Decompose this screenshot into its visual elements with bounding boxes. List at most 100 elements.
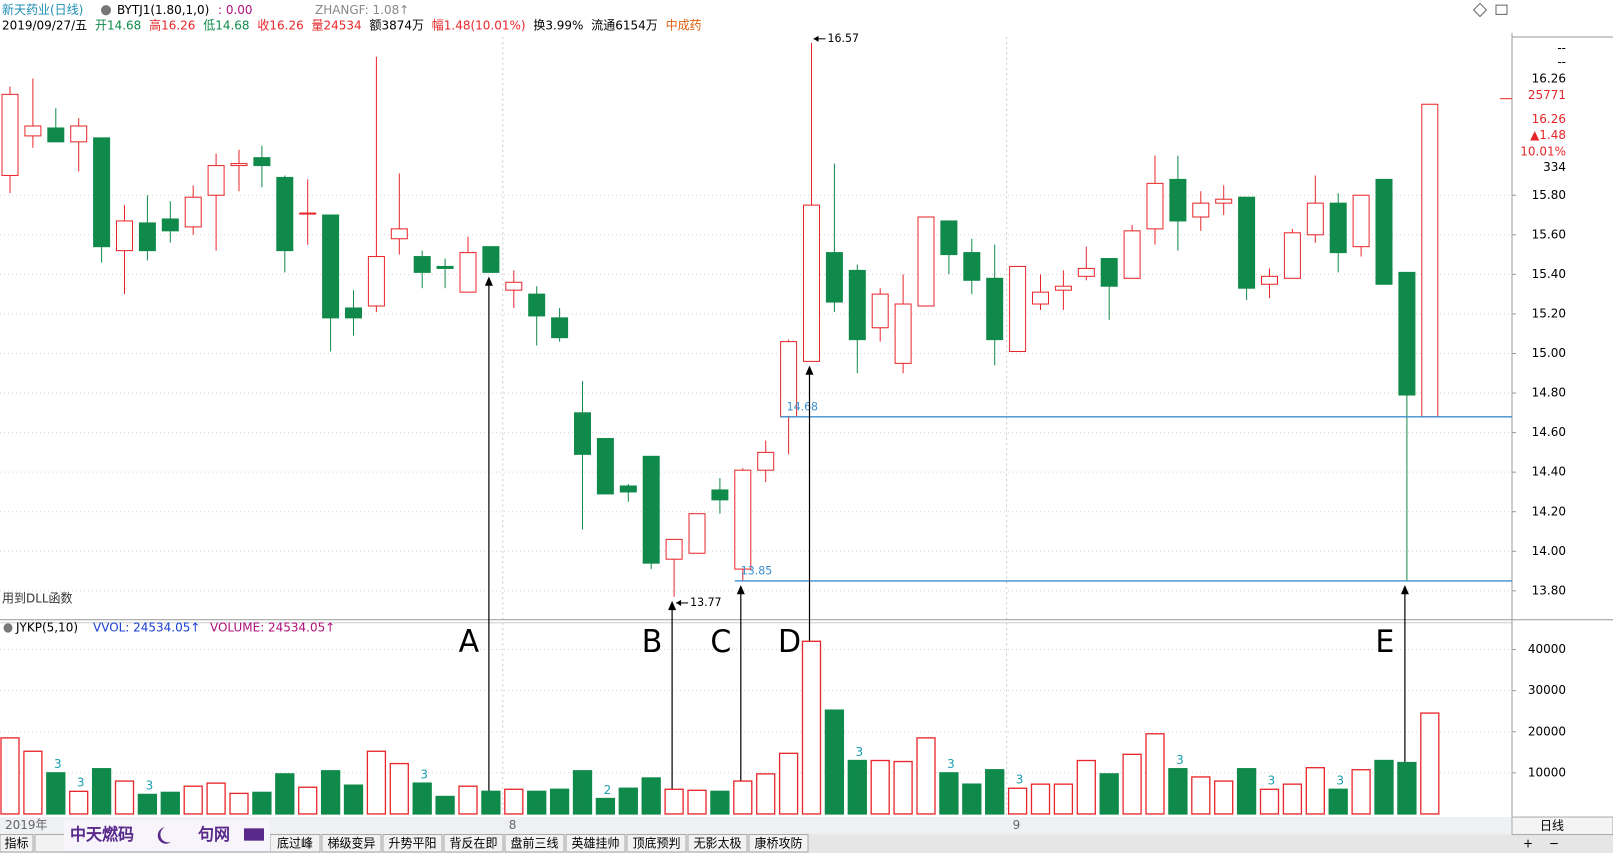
- candle-body: [116, 220, 133, 252]
- volume-bar: [778, 752, 799, 815]
- candle-body: [482, 246, 500, 273]
- layer: ----16.262577116.26▲1.4810.01%334指标模板底过峰…: [0, 32, 1566, 853]
- tab-label[interactable]: 顶底预判: [633, 835, 681, 850]
- window-icon[interactable]: [1495, 4, 1508, 15]
- layer: [0, 36, 1512, 835]
- volume-bar: [46, 772, 66, 815]
- menu-icon[interactable]: [3, 623, 13, 633]
- quote-panel-value: 10.01%: [1520, 144, 1566, 158]
- tab-label[interactable]: 背反在即: [450, 836, 498, 850]
- y-tick-label: 10000: [1528, 765, 1566, 779]
- annotation-arrow-head: [1400, 585, 1409, 595]
- x-axis-strip: [0, 817, 1512, 835]
- volume-note: 3: [1016, 772, 1024, 786]
- quote-panel-value: ▲1.48: [1530, 128, 1566, 142]
- tab-label[interactable]: 升势平阳: [389, 836, 437, 850]
- period[interactable]: 日线: [1540, 819, 1564, 833]
- tab-label[interactable]: 指标: [5, 835, 29, 850]
- candle-body: [390, 228, 408, 240]
- quote-item: 额3874万: [369, 18, 423, 32]
- quote-item: 收16.26: [257, 18, 303, 32]
- candle-body: [47, 127, 65, 143]
- volume-bar: [1076, 759, 1096, 815]
- candle-body: [505, 281, 523, 291]
- volume-bar: [1397, 761, 1417, 815]
- volume-indicator: VVOL: 24534.05↑: [93, 620, 200, 634]
- zoom-button[interactable]: +: [1523, 836, 1533, 850]
- candle-body: [299, 212, 317, 215]
- tab[interactable]: [0, 833, 34, 853]
- y-tick-label: 15.20: [1532, 306, 1566, 320]
- zoom-button[interactable]: −: [1549, 836, 1559, 850]
- zhangf: ZHANGF: 1.08↑: [315, 3, 409, 17]
- candle-body: [345, 307, 362, 319]
- candle-body: [619, 485, 637, 493]
- candle-body: [1283, 232, 1301, 279]
- tab[interactable]: [565, 833, 626, 853]
- candle-body: [688, 513, 706, 554]
- candle-body: [138, 222, 156, 252]
- volume-bar: [1282, 783, 1303, 815]
- quote-panel-value: --: [1557, 55, 1566, 69]
- volume-bar: [206, 782, 226, 815]
- tab[interactable]: [382, 833, 443, 853]
- extreme-arrow-head: [813, 35, 819, 42]
- volume-bar: [160, 791, 180, 815]
- volume-note: 3: [420, 767, 428, 781]
- quote-item: 高16.26: [149, 17, 195, 32]
- tab[interactable]: [504, 833, 565, 853]
- tab[interactable]: [626, 833, 687, 853]
- candle-body: [642, 455, 660, 564]
- volume-bar: [504, 788, 524, 815]
- tab[interactable]: [687, 833, 748, 853]
- window-icon[interactable]: [1472, 2, 1488, 18]
- tab-label[interactable]: 盘前三线: [511, 835, 559, 850]
- volume-bar: [687, 789, 707, 815]
- volume-bar: [137, 793, 158, 815]
- candle-body: [986, 277, 1004, 341]
- volume-bar: [69, 790, 89, 815]
- annotation-letter: E: [1375, 625, 1394, 660]
- candle-body: [1421, 103, 1439, 418]
- candle-body: [24, 125, 42, 137]
- tab-label[interactable]: 底过峰: [277, 835, 313, 850]
- volume-bar: [1030, 783, 1051, 815]
- candle-body: [1192, 202, 1210, 218]
- tab[interactable]: [443, 833, 504, 853]
- candle-body: [161, 218, 179, 232]
- volume-bar: [23, 750, 43, 815]
- y-tick-label: 15.80: [1532, 188, 1566, 202]
- volume-bar: [229, 792, 249, 815]
- volume-bar: [664, 788, 684, 815]
- menu-icon[interactable]: [101, 5, 111, 16]
- tab-label[interactable]: 英雄挂帅: [572, 835, 620, 850]
- candle-body: [1, 93, 19, 176]
- candle-body: [1215, 198, 1233, 204]
- y-tick-label: 14.20: [1532, 504, 1566, 518]
- volume-bar: [1122, 753, 1142, 815]
- annotation-arrow-head: [805, 365, 814, 375]
- tab-label[interactable]: 无影太极: [694, 835, 742, 850]
- candle-body: [436, 265, 454, 269]
- tab[interactable]: [321, 833, 382, 853]
- quote-panel-value: --: [1557, 41, 1566, 55]
- volume-bar: [1374, 759, 1394, 815]
- extreme-arrow-head: [676, 599, 682, 607]
- volume-note: 3: [77, 776, 85, 790]
- volume-bar: [320, 770, 341, 815]
- y-tick-label: 15.00: [1532, 346, 1566, 360]
- tab-label[interactable]: 梯级变异: [328, 835, 376, 850]
- volume-bar: [847, 759, 867, 815]
- candle-body: [1146, 182, 1164, 230]
- candle-body: [711, 489, 729, 501]
- volume-bar: [1236, 768, 1257, 815]
- candle-body: [322, 214, 340, 319]
- candle-body: [1100, 258, 1118, 287]
- quote-item: 低14.68: [203, 18, 249, 32]
- volume-bar: [343, 784, 364, 815]
- x-tick-label: 9: [1013, 818, 1021, 832]
- candle-body: [963, 252, 981, 281]
- volume-title: JYKP(5,10): [15, 620, 78, 634]
- tab-label[interactable]: 康桥攻防: [755, 835, 803, 850]
- tab[interactable]: [748, 833, 809, 853]
